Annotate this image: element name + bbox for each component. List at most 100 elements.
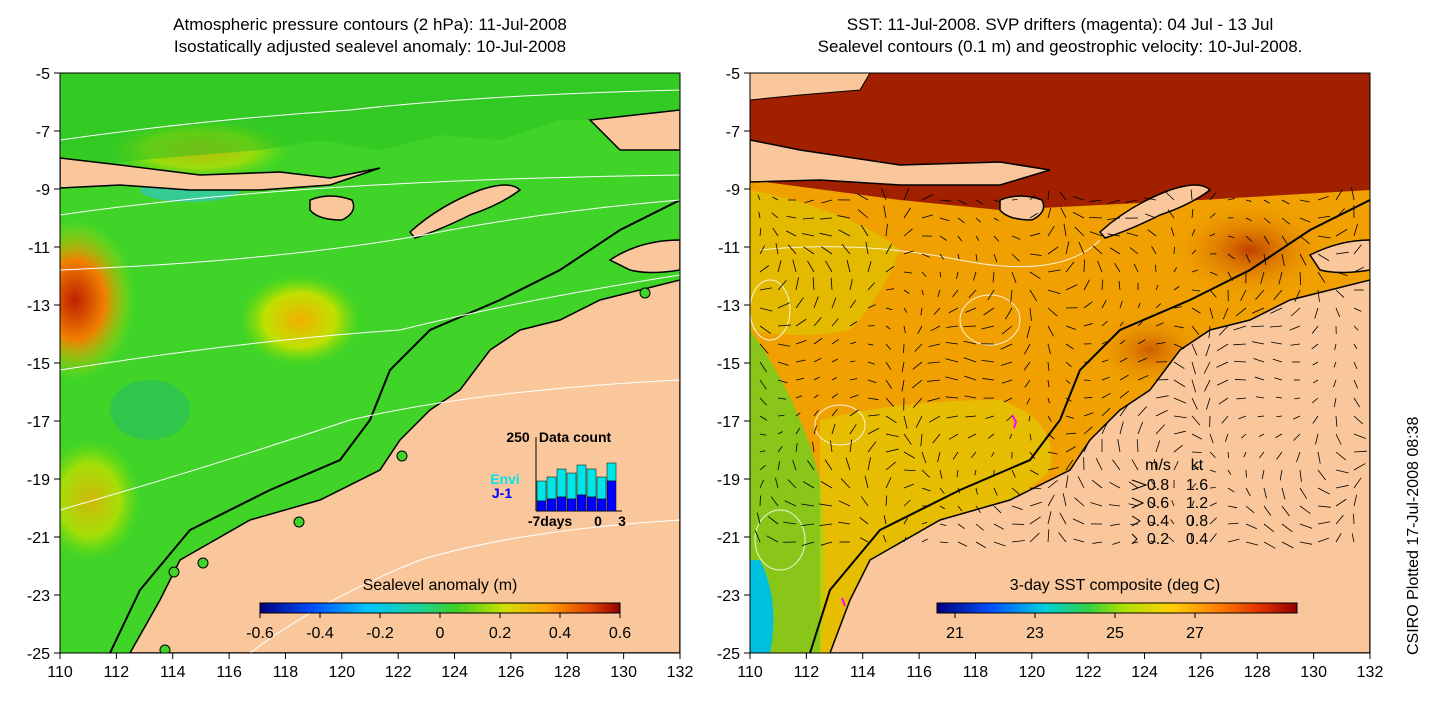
velocity-arrow (1011, 253, 1020, 262)
velocity-arrow (1209, 451, 1216, 459)
velocity-arrow (1245, 523, 1257, 530)
velocity-arrow (1047, 415, 1052, 422)
velocity-arrow (885, 495, 888, 507)
velocity-arrow (795, 427, 801, 435)
velocity-arrow (1191, 307, 1201, 314)
velocity-arrow (903, 536, 907, 543)
velocity-arrow (867, 427, 880, 435)
colorbar-tick-label: 0 (436, 625, 445, 642)
velocity-arrow (903, 415, 908, 429)
velocity-arrow (759, 325, 771, 334)
velocity-arrow (783, 521, 797, 525)
velocity-legend-arrow (1131, 515, 1141, 527)
velocity-arrow (831, 393, 839, 399)
velocity-arrow (1299, 217, 1311, 223)
velocity-arrow (1083, 440, 1090, 453)
velocity-arrow (1245, 505, 1255, 514)
velocity-arrow (867, 304, 876, 309)
velocity-arrow (885, 361, 892, 370)
velocity-arrow (1191, 379, 1197, 393)
velocity-arrow (1001, 325, 1013, 335)
velocity-arrow (952, 451, 959, 460)
velocity-arrow (1173, 415, 1187, 419)
velocity-arrow (1227, 522, 1239, 525)
velocity-arrow (1243, 451, 1247, 458)
velocity-arrow (1065, 415, 1075, 419)
velocity-arrow (1335, 514, 1344, 525)
velocity-arrow (759, 495, 761, 507)
x-tick-label: 120 (328, 664, 355, 681)
velocity-arrow (1029, 289, 1038, 302)
velocity-arrow (802, 233, 815, 237)
velocity-arrow (1209, 487, 1216, 489)
velocity-arrow (957, 199, 968, 205)
velocity-arrow (777, 324, 791, 327)
velocity-arrow (1101, 279, 1104, 291)
velocity-arrow (939, 505, 945, 510)
colorbar-tick-label: 0.6 (609, 625, 631, 642)
velocity-legend-arrow (1131, 479, 1148, 491)
velocity-arrow (1072, 211, 1085, 219)
velocity-arrow (1299, 253, 1307, 266)
y-tick-label: -21 (717, 530, 740, 547)
velocity-arrow (1335, 498, 1347, 507)
velocity-arrow (885, 288, 895, 291)
y-tick-label: -13 (717, 298, 740, 315)
velocity-arrow (777, 343, 791, 347)
velocity-arrow (1065, 261, 1075, 273)
velocity-arrow (1281, 217, 1290, 225)
x-tick-label: 132 (1357, 664, 1384, 681)
velocity-arrow (1173, 361, 1185, 369)
velocity-arrow (1255, 289, 1265, 300)
velocity-arrow (759, 245, 765, 255)
velocity-arrow (801, 523, 815, 527)
velocity-arrow (921, 487, 931, 492)
velocity-arrow (1261, 469, 1265, 480)
velocity-arrow (759, 433, 767, 436)
velocity-arrow (957, 487, 960, 494)
velocity-arrow (1209, 433, 1214, 444)
velocity-arrow (939, 217, 950, 222)
velocity-arrow (1101, 320, 1108, 327)
velocity-arrow (1333, 379, 1337, 388)
velocity-arrow (1011, 540, 1025, 543)
velocity-arrow (775, 243, 779, 255)
velocity-arrow (1317, 451, 1321, 464)
velocity-legend-rows: 0.8 1.60.6 1.20.4 0.80.2 0.4 (1131, 477, 1208, 548)
velocity-arrow (804, 199, 815, 203)
y-tick-label: -9 (726, 182, 740, 199)
velocity-arrow (1240, 289, 1247, 302)
velocity-arrow (957, 523, 966, 530)
tide-gauge-marker (159, 644, 171, 653)
velocity-arrow (1065, 446, 1076, 453)
velocity-arrow (957, 253, 960, 260)
velocity-arrow (759, 307, 773, 312)
velocity-arrow (1000, 343, 1013, 350)
velocity-arrow (946, 415, 959, 419)
velocity-arrow (1353, 361, 1358, 370)
velocity-arrow (1047, 511, 1052, 525)
right-colorbar-ticks: 21 23 25 27 (946, 613, 1204, 642)
velocity-legend-arrow (1131, 533, 1138, 545)
velocity-arrow (885, 477, 892, 489)
velocity-arrow (975, 523, 984, 531)
velocity-arrow (945, 358, 959, 363)
velocity-arrow (777, 280, 787, 291)
x-tick-label: 122 (1075, 664, 1102, 681)
velocity-arrow (759, 361, 768, 373)
velocity-arrow (1131, 459, 1139, 471)
velocity-arrow (1149, 521, 1157, 525)
velocity-arrow (1317, 271, 1326, 283)
velocity-arrow (903, 517, 909, 525)
sst-warm-north (750, 73, 1370, 210)
velocity-arrow (1333, 397, 1337, 408)
velocity-arrow (867, 343, 874, 346)
x-tick-label: 132 (667, 664, 694, 681)
velocity-arrow (1047, 451, 1058, 455)
velocity-arrow (1173, 430, 1186, 435)
velocity-arrow (1335, 469, 1349, 474)
y-tick-label: -17 (27, 414, 50, 431)
velocity-arrow (1065, 459, 1074, 471)
velocity-arrow (1333, 361, 1337, 368)
velocity-arrow (1083, 323, 1093, 327)
